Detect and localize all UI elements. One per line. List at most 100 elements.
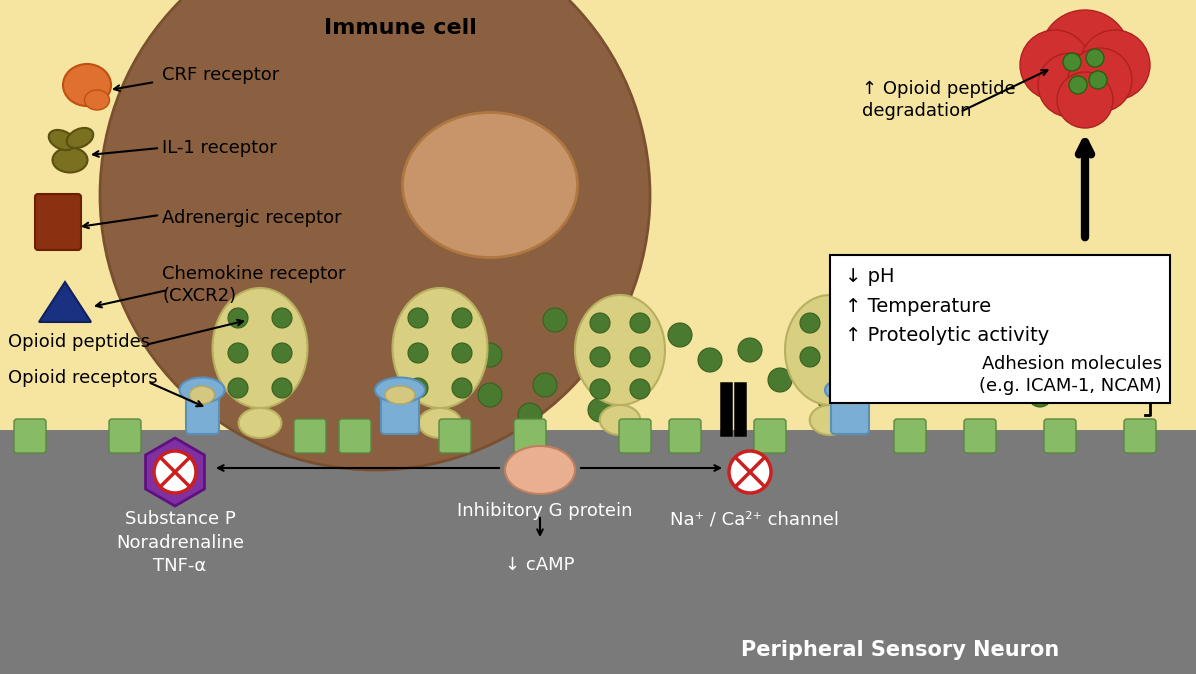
Ellipse shape: [67, 128, 93, 148]
Circle shape: [578, 328, 602, 352]
Text: Chemokine receptor
(CXCR2): Chemokine receptor (CXCR2): [161, 265, 346, 305]
Ellipse shape: [385, 386, 415, 404]
Ellipse shape: [213, 288, 307, 408]
Circle shape: [887, 348, 913, 372]
Circle shape: [271, 343, 292, 363]
Ellipse shape: [810, 405, 850, 435]
Circle shape: [840, 313, 860, 333]
FancyBboxPatch shape: [830, 255, 1170, 403]
Text: ↓ cAMP: ↓ cAMP: [505, 556, 575, 574]
Circle shape: [408, 378, 428, 398]
Circle shape: [590, 313, 610, 333]
Circle shape: [1090, 71, 1107, 89]
Circle shape: [518, 403, 542, 427]
Circle shape: [1029, 383, 1052, 407]
Circle shape: [818, 388, 842, 412]
Circle shape: [698, 348, 722, 372]
Circle shape: [800, 347, 820, 367]
Circle shape: [1068, 48, 1131, 112]
Circle shape: [840, 347, 860, 367]
Polygon shape: [39, 282, 91, 322]
Circle shape: [1069, 76, 1087, 94]
Ellipse shape: [575, 295, 665, 405]
FancyBboxPatch shape: [620, 419, 651, 453]
Circle shape: [452, 378, 472, 398]
Circle shape: [938, 333, 962, 357]
Text: Opioid receptors: Opioid receptors: [8, 369, 158, 387]
Circle shape: [408, 343, 428, 363]
Ellipse shape: [419, 408, 462, 438]
Circle shape: [271, 378, 292, 398]
Circle shape: [588, 398, 612, 422]
Circle shape: [630, 313, 649, 333]
Circle shape: [997, 353, 1023, 377]
FancyBboxPatch shape: [14, 419, 45, 453]
Text: Peripheral Sensory Neuron: Peripheral Sensory Neuron: [740, 640, 1060, 660]
FancyBboxPatch shape: [964, 419, 996, 453]
Circle shape: [1038, 53, 1102, 117]
Text: Opioid peptides: Opioid peptides: [8, 333, 151, 351]
FancyBboxPatch shape: [1044, 419, 1076, 453]
Ellipse shape: [505, 446, 575, 494]
Circle shape: [800, 313, 820, 333]
FancyBboxPatch shape: [893, 419, 926, 453]
Circle shape: [228, 343, 248, 363]
Circle shape: [478, 383, 502, 407]
FancyBboxPatch shape: [669, 419, 701, 453]
Circle shape: [452, 343, 472, 363]
FancyBboxPatch shape: [338, 419, 371, 453]
Ellipse shape: [239, 408, 281, 438]
Ellipse shape: [835, 386, 865, 404]
Text: ↑ Opioid peptide
degradation: ↑ Opioid peptide degradation: [862, 80, 1015, 120]
Circle shape: [738, 338, 762, 362]
Ellipse shape: [49, 130, 75, 150]
Text: ↓ pH
↑ Temperature
↑ Proteolytic activity: ↓ pH ↑ Temperature ↑ Proteolytic activit…: [846, 267, 1049, 345]
FancyBboxPatch shape: [109, 419, 141, 453]
Ellipse shape: [63, 64, 111, 106]
Circle shape: [100, 0, 649, 470]
Bar: [0, 430, 1196, 674]
Circle shape: [408, 308, 428, 328]
Circle shape: [228, 378, 248, 398]
Circle shape: [628, 358, 652, 382]
Circle shape: [1020, 30, 1090, 100]
Ellipse shape: [85, 90, 110, 110]
Ellipse shape: [392, 288, 488, 408]
Circle shape: [452, 308, 472, 328]
Ellipse shape: [179, 377, 225, 402]
Ellipse shape: [403, 113, 578, 257]
FancyBboxPatch shape: [753, 419, 786, 453]
Circle shape: [669, 323, 692, 347]
Text: Adhesion molecules
(e.g. ICAM-1, NCAM): Adhesion molecules (e.g. ICAM-1, NCAM): [980, 355, 1163, 395]
Circle shape: [590, 347, 610, 367]
FancyBboxPatch shape: [439, 419, 471, 453]
Text: Immune cell: Immune cell: [324, 18, 476, 38]
Circle shape: [1086, 49, 1104, 67]
Circle shape: [730, 451, 771, 493]
Circle shape: [798, 343, 822, 367]
Circle shape: [919, 368, 942, 392]
Ellipse shape: [376, 377, 425, 402]
Text: Na⁺ / Ca²⁺ channel: Na⁺ / Ca²⁺ channel: [671, 510, 840, 528]
Circle shape: [228, 308, 248, 328]
FancyBboxPatch shape: [1124, 419, 1157, 453]
Circle shape: [543, 308, 567, 332]
Circle shape: [1063, 53, 1081, 71]
Circle shape: [858, 323, 881, 347]
FancyBboxPatch shape: [514, 419, 547, 453]
Ellipse shape: [825, 377, 875, 402]
FancyBboxPatch shape: [831, 386, 869, 434]
FancyBboxPatch shape: [35, 194, 81, 250]
Circle shape: [630, 379, 649, 399]
Circle shape: [154, 451, 196, 493]
Ellipse shape: [53, 148, 87, 173]
Circle shape: [478, 343, 502, 367]
Text: CRF receptor: CRF receptor: [161, 66, 279, 84]
Circle shape: [271, 308, 292, 328]
Polygon shape: [146, 438, 205, 506]
Bar: [0, 0, 1196, 430]
FancyBboxPatch shape: [294, 419, 327, 453]
Circle shape: [968, 378, 991, 402]
FancyBboxPatch shape: [382, 386, 419, 434]
Circle shape: [630, 347, 649, 367]
